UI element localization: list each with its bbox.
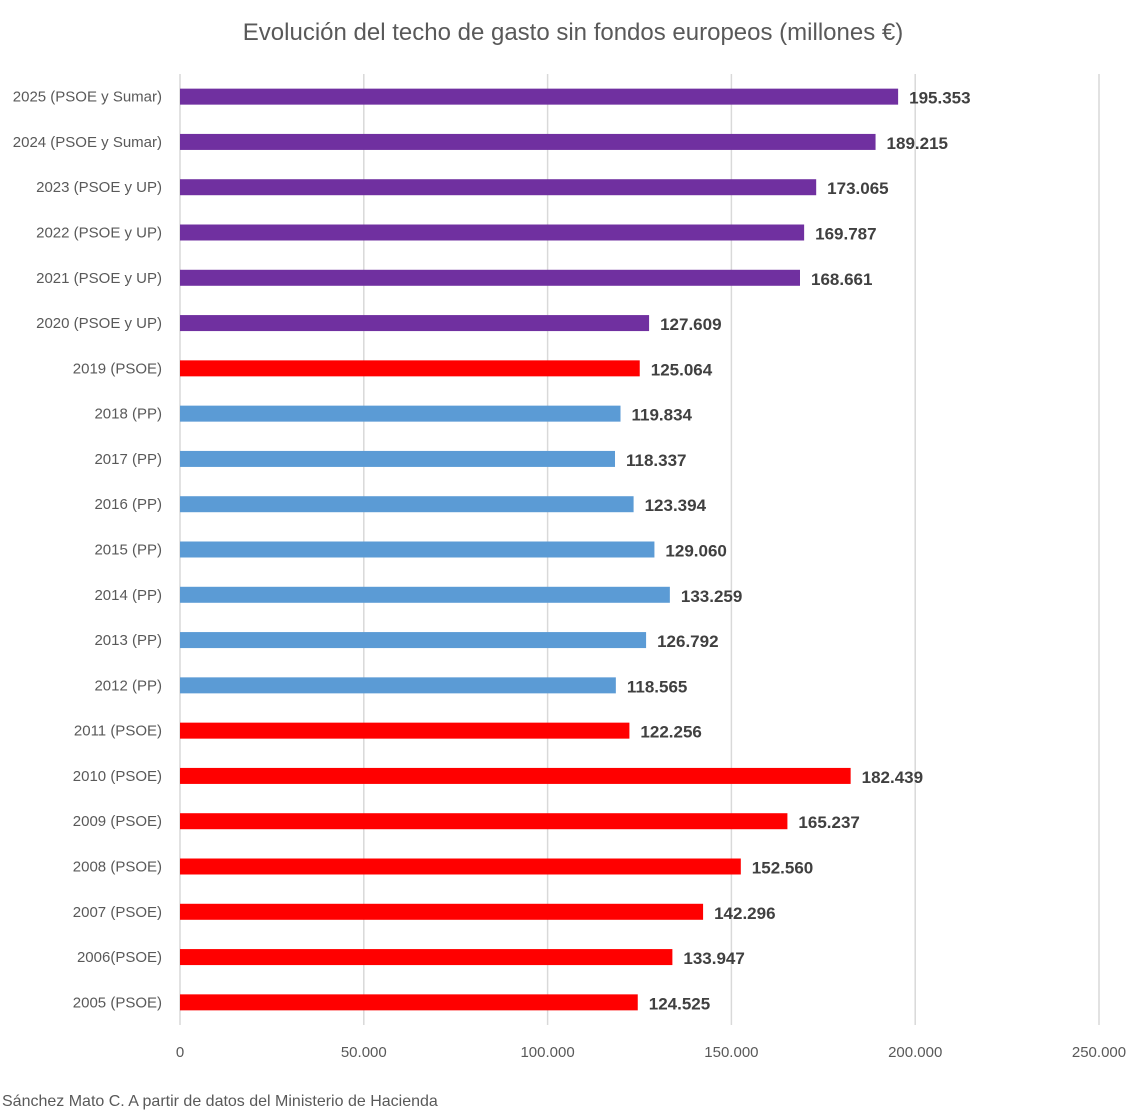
data-label: 125.064	[651, 360, 713, 379]
category-labels: 2025 (PSOE y Sumar) 2024 (PSOE y Sumar) 20…	[13, 89, 162, 1012]
bar	[180, 269, 800, 286]
category-label: 2008 (PSOE)	[73, 859, 162, 876]
data-label: 195.353	[909, 89, 970, 108]
category-label: 2009 (PSOE)	[73, 813, 162, 830]
bar	[180, 858, 741, 875]
data-label: 152.560	[752, 859, 813, 878]
category-label: 2010 (PSOE)	[73, 768, 162, 785]
category-label: 2019 (PSOE)	[73, 360, 162, 377]
data-label: 124.525	[649, 994, 710, 1013]
x-tick-label: 150.000	[704, 1044, 758, 1061]
x-axis-ticks: 0 50.000 100.000 150.000 200.000 250.000	[176, 1044, 1126, 1061]
bar	[180, 496, 634, 513]
bar	[180, 994, 638, 1011]
bar	[180, 133, 876, 150]
data-label: 129.060	[665, 542, 726, 561]
category-label: 2014 (PP)	[94, 587, 162, 604]
category-label: 2016 (PP)	[94, 496, 162, 513]
x-tick-label: 250.000	[1072, 1044, 1126, 1061]
bar	[180, 767, 851, 784]
category-label: 2017 (PP)	[94, 451, 162, 468]
data-label: 118.565	[627, 677, 688, 696]
bar	[180, 586, 670, 603]
bars	[180, 88, 899, 1011]
data-label: 189.215	[887, 134, 948, 153]
category-label: 2012 (PP)	[94, 677, 162, 694]
bar-chart: Evolución del techo de gasto sin fondos …	[13, 19, 1126, 1061]
data-labels: 195.353 189.215 173.065 169.787 168.661 127.6…	[626, 89, 971, 1014]
category-label: 2011 (PSOE)	[74, 723, 162, 740]
data-label: 169.787	[815, 225, 876, 244]
data-label: 126.792	[657, 632, 718, 651]
bar	[180, 903, 704, 920]
category-label: 2022 (PSOE y UP)	[36, 225, 162, 242]
bar	[180, 315, 650, 332]
category-label: 2018 (PP)	[94, 406, 162, 423]
bar	[180, 179, 817, 196]
x-tick-label: 100.000	[520, 1044, 574, 1061]
bar	[180, 224, 805, 241]
data-label: 119.834	[632, 406, 693, 425]
data-label: 142.296	[714, 904, 775, 923]
bar	[180, 360, 640, 377]
data-label: 165.237	[798, 813, 859, 832]
bar	[180, 722, 630, 739]
category-label: 2006(PSOE)	[77, 949, 162, 966]
bar	[180, 88, 899, 105]
source-note: Sánchez Mato C. A partir de datos del Mi…	[2, 1093, 438, 1110]
data-label: 122.256	[640, 723, 701, 742]
bar	[180, 677, 616, 694]
bar	[180, 949, 673, 966]
category-label: 2021 (PSOE y UP)	[36, 270, 162, 287]
x-tick-label: 200.000	[888, 1044, 942, 1061]
data-label: 168.661	[811, 270, 872, 289]
category-label: 2023 (PSOE y UP)	[36, 179, 162, 196]
category-label: 2005 (PSOE)	[73, 994, 162, 1011]
x-tick-label: 50.000	[341, 1044, 387, 1061]
data-label: 133.259	[681, 587, 742, 606]
data-label: 127.609	[660, 315, 721, 334]
bar	[180, 450, 616, 467]
category-label: 2020 (PSOE y UP)	[36, 315, 162, 332]
category-label: 2024 (PSOE y Sumar)	[13, 134, 162, 151]
bar	[180, 541, 655, 558]
data-label: 173.065	[827, 179, 888, 198]
bar	[180, 632, 647, 649]
category-label: 2025 (PSOE y Sumar)	[13, 89, 162, 106]
data-label: 133.947	[683, 949, 744, 968]
category-label: 2013 (PP)	[94, 632, 162, 649]
data-label: 123.394	[645, 496, 707, 515]
data-label: 118.337	[626, 451, 687, 470]
category-label: 2007 (PSOE)	[73, 904, 162, 921]
x-tick-label: 0	[176, 1044, 184, 1061]
category-label: 2015 (PP)	[94, 542, 162, 559]
bar	[180, 405, 621, 422]
bar	[180, 813, 788, 830]
data-label: 182.439	[862, 768, 923, 787]
chart-title: Evolución del techo de gasto sin fondos …	[243, 19, 903, 46]
